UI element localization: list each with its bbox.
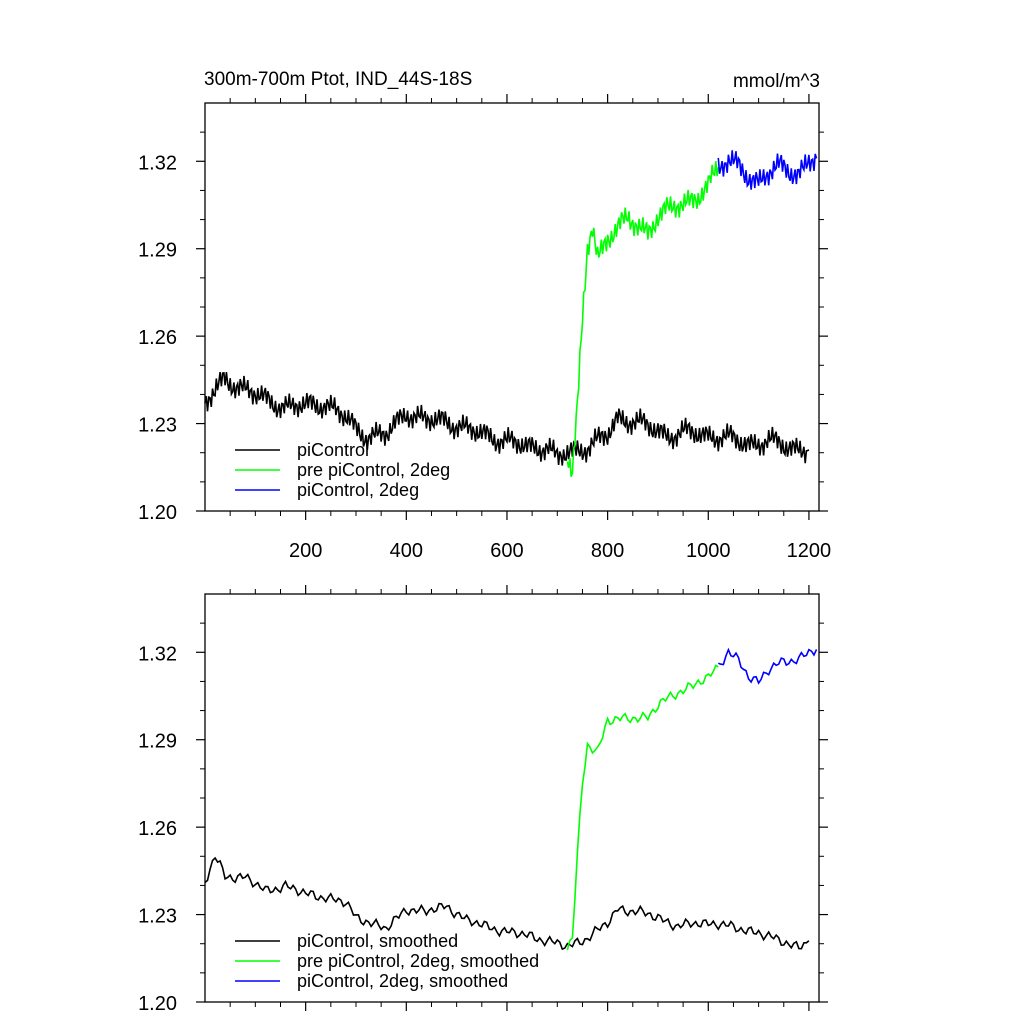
y-tick-label-bottom: 1.20 bbox=[138, 993, 177, 1015]
legend-label-bottom-0: piControl, smoothed bbox=[297, 931, 458, 951]
legend-label-bottom-1: pre piControl, 2deg, smoothed bbox=[297, 951, 539, 971]
y-tick-label-top: 1.26 bbox=[138, 327, 177, 349]
x-tick-label-top: 1000 bbox=[686, 540, 731, 562]
legend-label-top-1: pre piControl, 2deg bbox=[297, 460, 450, 480]
y-tick-label-top: 1.32 bbox=[138, 152, 177, 174]
x-tick-label-top: 200 bbox=[289, 540, 322, 562]
top-panel: 200 400 600 800 1000 1200 1.20 1.23 1.26 1.29 1.32… bbox=[138, 94, 831, 562]
series-line-bottom-2 bbox=[718, 647, 818, 685]
bottom-panel: 1.20 1.23 1.26 1.29 1.32 piControl, smoothed… bbox=[138, 585, 828, 1015]
series-line-bottom-1 bbox=[566, 664, 719, 951]
top-tick-layer: 200 400 600 800 1000 1200 1.20 1.23 1.26 1.29 1.32 bbox=[138, 94, 831, 562]
title-left: 300m-700m Ptot, IND_44S-18S bbox=[204, 69, 472, 90]
top-series-layer bbox=[204, 150, 818, 477]
bottom-tick-layer: 1.20 1.23 1.26 1.29 1.32 bbox=[138, 585, 828, 1015]
x-tick-label-top: 600 bbox=[490, 540, 523, 562]
series-line-top-0 bbox=[204, 371, 810, 466]
y-tick-label-bottom: 1.26 bbox=[138, 818, 177, 840]
y-tick-label-top: 1.20 bbox=[138, 502, 177, 524]
x-tick-label-top: 800 bbox=[591, 540, 624, 562]
y-tick-label-top: 1.29 bbox=[138, 240, 177, 262]
legend-label-top-0: piControl bbox=[297, 440, 369, 460]
x-tick-label-top: 1200 bbox=[787, 540, 832, 562]
series-line-top-2 bbox=[717, 150, 818, 190]
title-right: mmol/m^3 bbox=[733, 71, 820, 92]
legend-label-bottom-2: piControl, 2deg, smoothed bbox=[297, 971, 508, 991]
series-line-top-1 bbox=[566, 161, 720, 477]
bottom-series-layer bbox=[204, 647, 818, 951]
y-tick-label-bottom: 1.32 bbox=[138, 643, 177, 665]
legend-label-top-2: piControl, 2deg bbox=[297, 480, 419, 500]
y-tick-label-bottom: 1.23 bbox=[138, 906, 177, 928]
y-tick-label-bottom: 1.29 bbox=[138, 731, 177, 753]
series-line-bottom-0 bbox=[204, 856, 810, 951]
y-tick-label-top: 1.23 bbox=[138, 415, 177, 437]
x-tick-label-top: 400 bbox=[390, 540, 423, 562]
